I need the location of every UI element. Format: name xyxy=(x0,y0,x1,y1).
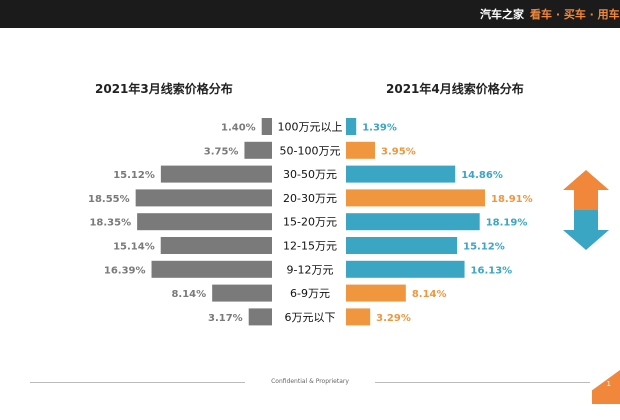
bar-march-5 xyxy=(160,237,272,254)
arrow-up-icon xyxy=(563,170,609,210)
label-april-3: 18.91% xyxy=(491,194,533,205)
category-label-1: 50-100万元 xyxy=(280,144,341,157)
label-march-6: 16.39% xyxy=(104,265,146,276)
bar-april-5 xyxy=(346,237,458,254)
category-label-0: 100万元以上 xyxy=(278,121,343,134)
bar-april-3 xyxy=(346,189,485,207)
bar-march-4 xyxy=(137,213,272,231)
category-label-4: 15-20万元 xyxy=(283,216,337,229)
right-chart-title: 2021年4月线索价格分布 xyxy=(386,82,524,96)
category-label-5: 12-15万元 xyxy=(283,240,337,253)
label-march-4: 18.35% xyxy=(89,218,131,229)
bar-april-0 xyxy=(346,118,357,135)
footer-text: Confidential & Proprietary xyxy=(271,378,349,385)
footer-divider-right xyxy=(375,382,590,383)
label-april-1: 3.95% xyxy=(381,146,416,157)
category-label-8: 6万元以下 xyxy=(285,311,336,324)
bar-april-4 xyxy=(346,213,480,231)
category-label-2: 30-50万元 xyxy=(283,168,337,181)
brand-logo: 汽车之家 看车 · 买车 · 用车 xyxy=(480,6,620,22)
label-march-2: 15.12% xyxy=(113,170,155,181)
label-march-8: 3.17% xyxy=(208,313,243,324)
category-label-3: 20-30万元 xyxy=(283,192,337,205)
bar-march-0 xyxy=(261,118,272,135)
label-april-4: 18.19% xyxy=(486,218,528,229)
bar-march-3 xyxy=(135,189,272,207)
label-april-8: 3.29% xyxy=(376,313,411,324)
label-april-2: 14.86% xyxy=(461,170,503,181)
brand-name: 汽车之家 xyxy=(480,8,524,21)
category-label-6: 9-12万元 xyxy=(287,263,334,276)
label-march-3: 18.55% xyxy=(88,194,130,205)
bar-march-2 xyxy=(160,165,272,183)
label-march-1: 3.75% xyxy=(204,146,239,157)
label-april-7: 8.14% xyxy=(412,289,447,300)
bar-march-6 xyxy=(151,260,272,278)
footer-divider-left xyxy=(30,382,245,383)
label-march-5: 15.14% xyxy=(113,242,155,253)
bar-april-6 xyxy=(346,260,465,278)
label-march-7: 8.14% xyxy=(171,289,206,300)
label-april-5: 15.12% xyxy=(463,242,505,253)
top-bar: 汽车之家 看车 · 买车 · 用车 xyxy=(0,0,620,28)
bar-march-7 xyxy=(212,284,272,302)
bar-april-1 xyxy=(346,141,376,159)
arrow-down-icon xyxy=(563,210,609,250)
label-march-0: 1.40% xyxy=(221,123,256,134)
bar-april-7 xyxy=(346,284,406,302)
brand-slogan: 看车 · 买车 · 用车 xyxy=(530,8,620,21)
bar-march-8 xyxy=(248,308,272,326)
page-number: 1 xyxy=(606,380,611,388)
left-chart-title: 2021年3月线索价格分布 xyxy=(95,82,233,96)
bar-april-2 xyxy=(346,165,456,183)
label-april-0: 1.39% xyxy=(362,123,397,134)
label-april-6: 16.13% xyxy=(471,265,513,276)
category-label-7: 6-9万元 xyxy=(290,287,330,300)
bar-april-8 xyxy=(346,308,371,326)
bar-march-1 xyxy=(244,141,272,159)
